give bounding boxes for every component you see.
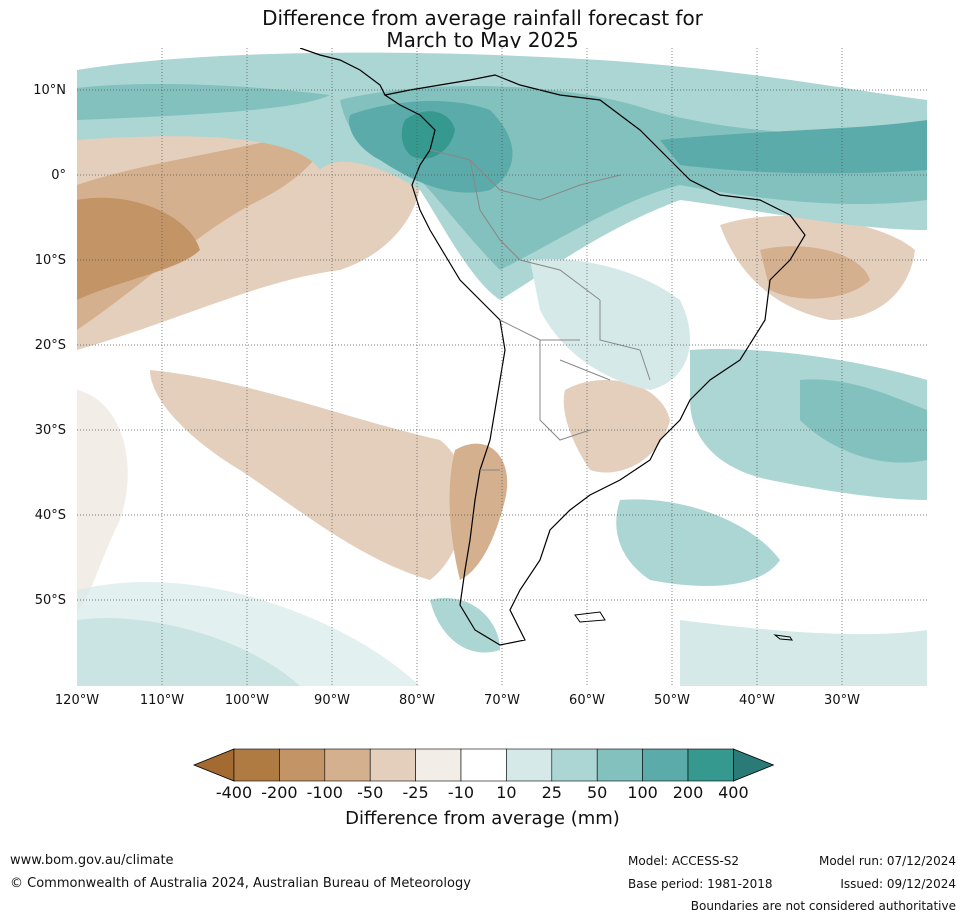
light-dry-region-south (77, 390, 128, 610)
footer-model-run: Model run: 07/12/2024 (818, 854, 956, 868)
colorbar-tick-label: -25 (402, 783, 429, 802)
colorbar-tick-label: -400 (215, 783, 253, 802)
footer-copyright: © Commonwealth of Australia 2024, Austra… (10, 876, 471, 891)
dry-region-pacific-core (77, 125, 330, 330)
lon-label-80w: 80°W (399, 693, 435, 708)
lat-label-30s: 30°S (34, 423, 66, 438)
lon-label-40w: 40°W (739, 693, 775, 708)
dry-region-pacific-strong (77, 197, 200, 300)
colorbar-bin-10 (687, 748, 734, 782)
colorbar-extend-high (733, 748, 775, 782)
wet-region-southern-light (77, 582, 420, 686)
footer-issued: Issued: 09/12/2024 (840, 877, 956, 891)
colorbar (192, 748, 775, 782)
colorbar-bin-1 (279, 748, 326, 782)
central-america-coastline (299, 48, 386, 96)
lon-label-70w: 70°W (484, 693, 520, 708)
graticule (77, 48, 927, 686)
footer-url[interactable]: www.bom.gov.au/climate (10, 853, 174, 868)
colorbar-bin-4 (415, 748, 462, 782)
colorbar-tick-label: -50 (357, 783, 384, 802)
colorbar-bin-5 (460, 748, 507, 782)
south-georgia (773, 634, 793, 641)
south-america-coastline (383, 74, 806, 646)
dry-region-brazil-core (760, 246, 870, 299)
colorbar-tick-label: 50 (587, 783, 608, 802)
dry-region-south-pacific (150, 370, 466, 580)
rainfall-anomaly-field (77, 48, 927, 686)
lon-label-50w: 50°W (654, 693, 690, 708)
wet-region-pacific-north (77, 84, 330, 120)
colorbar-bin-9 (642, 748, 689, 782)
lat-label-10n: 10°N (33, 83, 66, 98)
colorbar-tick-label: 100 (627, 783, 658, 802)
lon-label-120w: 120°W (54, 693, 100, 708)
footer-base-period: Base period: 1981-2018 (628, 877, 773, 891)
colorbar-extend-low (192, 748, 235, 782)
footer-model: Model: ACCESS-S2 (628, 854, 740, 868)
wet-region-east-brazil (530, 259, 690, 390)
colorbar-tick-label: -200 (261, 783, 298, 802)
lon-label-60w: 60°W (569, 693, 605, 708)
dry-region-chile (449, 443, 508, 580)
dry-region-uruguay (563, 380, 670, 473)
colorbar-bin-8 (596, 748, 643, 782)
colorbar-bin-0 (233, 748, 280, 782)
lon-label-100w: 100°W (224, 693, 270, 708)
colorbar-tick-label: -10 (447, 783, 475, 802)
lat-label-20s: 20°S (34, 338, 66, 353)
lon-label-110w: 110°W (139, 693, 185, 708)
lon-label-90w: 90°W (314, 693, 350, 708)
lon-label-30w: 30°W (824, 693, 860, 708)
colorbar-tick-label: 400 (718, 783, 749, 802)
wet-region-core (401, 111, 455, 159)
colorbar-tick-label: 25 (541, 783, 562, 802)
colorbar-title: Difference from average (mm) (345, 808, 620, 829)
coastlines (299, 48, 806, 646)
lat-label-50s: 50°S (34, 593, 66, 608)
colorbar-tick-label: -100 (306, 783, 343, 802)
wet-region-south-east (680, 620, 927, 686)
colorbar-bin-2 (324, 748, 371, 782)
lat-label-40s: 40°S (34, 508, 66, 523)
wet-region-atlantic (660, 120, 927, 174)
colorbar-tick-label: 200 (672, 783, 704, 802)
colorbar-tick-label: 10 (496, 783, 517, 802)
colorbar-bin-7 (551, 748, 598, 782)
colorbar-bin-6 (506, 748, 553, 782)
lat-label-10s: 10°S (34, 253, 66, 268)
footer-disclaimer: Boundaries are not considered authoritat… (690, 899, 956, 913)
wet-region-argentina-sea (616, 499, 780, 586)
lat-label-0: 0° (51, 168, 66, 183)
wet-region-south-atlantic-core (800, 379, 927, 463)
falkland-islands (574, 611, 606, 623)
map-title-line-1: Difference from average rainfall forecas… (262, 6, 703, 30)
wet-region-drake (430, 598, 500, 653)
country-borders (429, 149, 651, 471)
colorbar-bin-3 (369, 748, 416, 782)
